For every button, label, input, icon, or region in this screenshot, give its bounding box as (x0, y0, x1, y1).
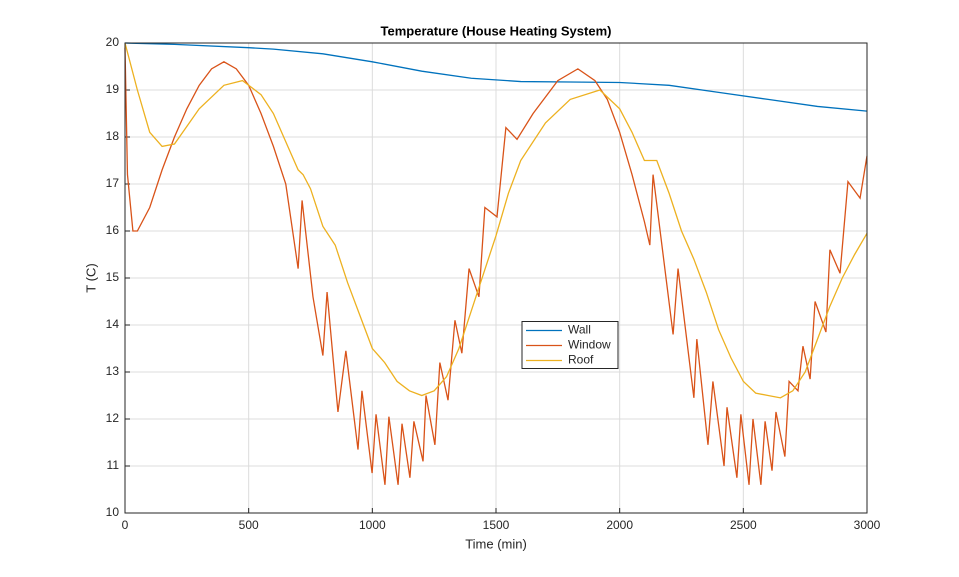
y-axis-label: T (C) (83, 263, 98, 292)
line (124, 47, 868, 485)
x-tick-label: 2000 (606, 518, 633, 532)
y-tick-label: 12 (106, 411, 120, 425)
y-tick-label: 17 (106, 176, 120, 190)
x-tick-label: 500 (239, 518, 259, 532)
legend-label: Wall (568, 323, 591, 337)
axes-box (124, 42, 868, 514)
y-tick-label: 14 (106, 317, 120, 331)
x-tick-label: 0 (122, 518, 129, 532)
y-tick-label: 10 (106, 505, 120, 519)
y-tick-label: 13 (106, 364, 120, 378)
x-tick-label: 1500 (483, 518, 510, 532)
x-tick-label: 3000 (854, 518, 881, 532)
legend-label: Roof (568, 353, 594, 367)
y-tick-label: 11 (107, 458, 120, 472)
x-tick-label: 1000 (359, 518, 386, 532)
y-tick-label: 15 (106, 270, 120, 284)
x-axis-label: Time (min) (465, 536, 527, 551)
chart-title: Temperature (House Heating System) (381, 23, 612, 38)
line (124, 42, 868, 112)
y-tick-label: 18 (106, 129, 120, 143)
y-tick-label: 20 (106, 35, 120, 49)
x-tick-label: 2500 (730, 518, 757, 532)
y-tick-label: 19 (106, 82, 120, 96)
y-tick-label: 16 (106, 223, 120, 237)
line (124, 42, 868, 399)
legend-label: Window (568, 338, 611, 352)
